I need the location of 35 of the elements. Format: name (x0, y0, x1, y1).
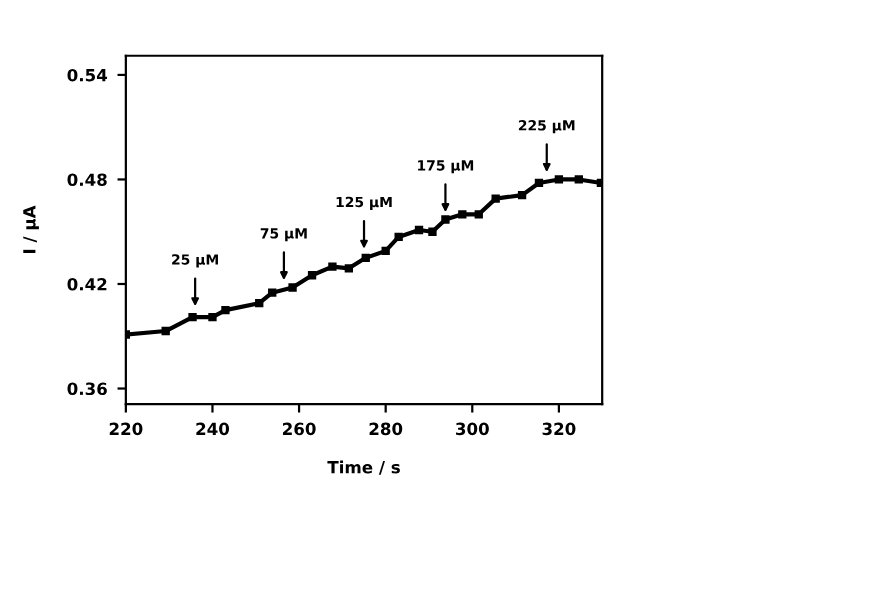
point (414, 225, 424, 235)
point (554, 175, 564, 184)
y-tick-label: 0.54 (67, 68, 108, 82)
point (574, 175, 583, 184)
point (474, 210, 483, 219)
x-tick-label: 300 (456, 422, 489, 436)
x-tick-label: 220 (109, 422, 143, 436)
x-tick-label: 280 (369, 422, 403, 436)
point (344, 264, 354, 273)
point (268, 288, 277, 297)
point (307, 271, 317, 280)
point (288, 283, 297, 292)
point (208, 312, 217, 322)
point (328, 262, 337, 271)
point (161, 326, 170, 336)
point (491, 194, 500, 203)
point (221, 305, 230, 315)
y-tick-label: 0.48 (67, 173, 107, 187)
point (534, 178, 544, 188)
point (394, 232, 403, 242)
y-axis-title: I / µA (23, 205, 39, 253)
point (361, 253, 370, 263)
point (381, 246, 390, 256)
x-tick-label: 320 (542, 422, 576, 436)
point (441, 215, 450, 224)
point (428, 227, 437, 236)
point (517, 190, 527, 200)
point (255, 298, 264, 308)
x-tick-label: 260 (282, 422, 316, 436)
point (188, 312, 197, 322)
y-tick-label: 0.36 (67, 382, 107, 396)
x-axis-title: Time / s (327, 460, 400, 475)
y-tick-label: 0.42 (67, 277, 107, 291)
x-tick-label: 240 (196, 422, 230, 436)
point (458, 210, 467, 219)
